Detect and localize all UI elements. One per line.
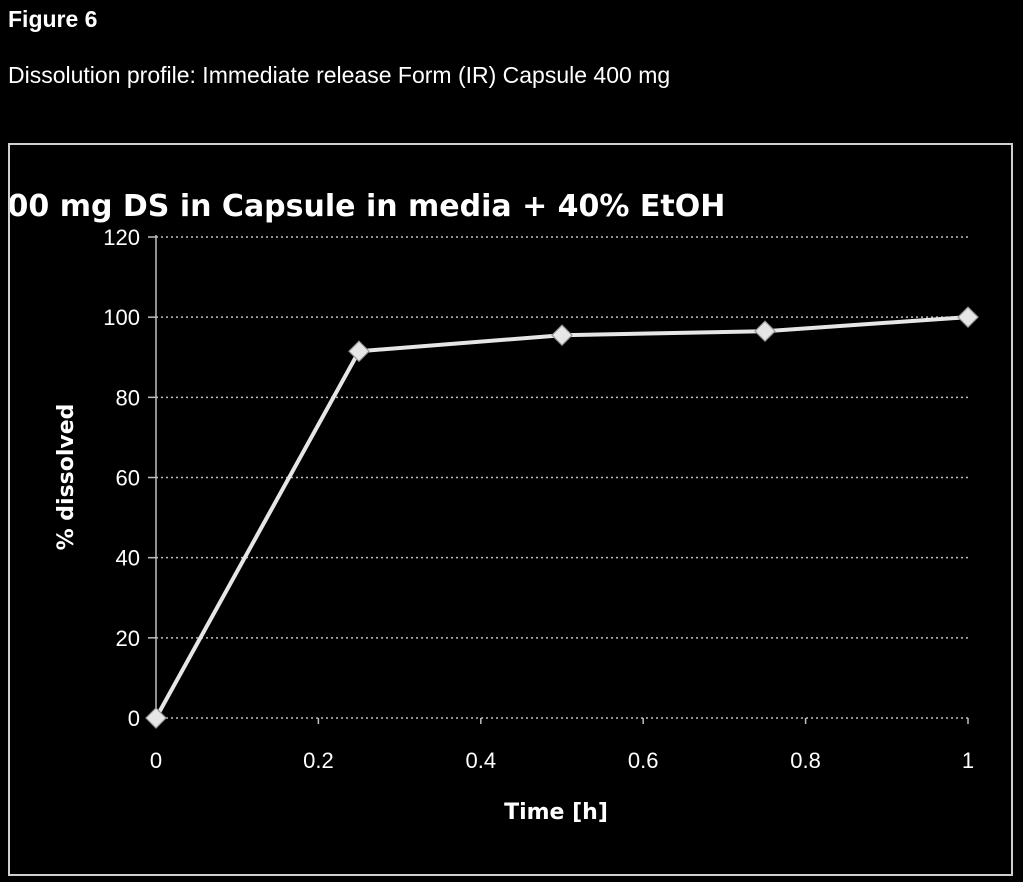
x-tick-label: 1 — [962, 748, 974, 773]
chart-frame: 400 mg DS in Capsule in media + 40% EtOH… — [8, 143, 1013, 876]
y-tick-label: 0 — [128, 706, 140, 731]
data-point — [348, 340, 370, 363]
figure-caption: Dissolution profile: Immediate release F… — [8, 62, 671, 88]
x-tick-label: 0.8 — [790, 748, 821, 773]
chart-title: 400 mg DS in Capsule in media + 40% EtOH — [10, 189, 725, 224]
y-tick-label: 100 — [103, 305, 140, 330]
axes — [148, 235, 969, 724]
x-tick-label: 0.6 — [628, 748, 659, 773]
x-tick-label: 0.4 — [466, 748, 497, 773]
x-tick-labels: 0 0.2 0.4 0.6 0.8 1 — [150, 748, 974, 773]
chart: 400 mg DS in Capsule in media + 40% EtOH… — [10, 189, 979, 825]
data-point — [145, 707, 167, 729]
figure-label: Figure 6 — [8, 6, 98, 32]
y-axis-label: % dissolved — [54, 404, 79, 551]
y-tick-label: 120 — [103, 225, 140, 250]
data-point — [754, 320, 776, 343]
x-axis-label: Time [h] — [504, 800, 608, 825]
x-tick-label: 0.2 — [303, 748, 334, 773]
y-tick-label: 80 — [116, 385, 140, 410]
y-tick-labels: 0 20 40 60 80 100 120 — [103, 225, 140, 731]
series-line — [154, 315, 969, 719]
gridlines — [156, 236, 968, 639]
y-tick-label: 60 — [116, 466, 140, 491]
x-tick-label: 0 — [150, 748, 162, 773]
data-point — [957, 306, 979, 329]
y-tick-label: 20 — [116, 626, 140, 651]
y-tick-label: 40 — [116, 546, 140, 571]
data-point — [551, 324, 573, 347]
series — [145, 306, 979, 729]
